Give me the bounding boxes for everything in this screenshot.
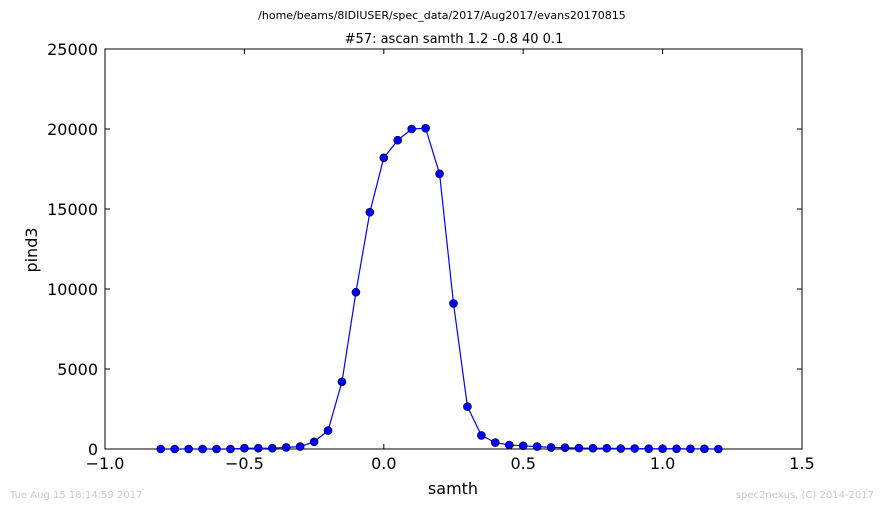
y-axis: 0 5000 10000 15000 20000 25000 bbox=[47, 40, 802, 459]
y-tick-label: 15000 bbox=[47, 200, 98, 219]
file-path-title: /home/beams/8IDIUSER/spec_data/2017/Aug2… bbox=[258, 9, 626, 22]
data-point bbox=[504, 440, 514, 450]
data-point bbox=[407, 124, 416, 134]
data-point bbox=[212, 444, 221, 454]
credit: spec2nexus, (C) 2014-2017 bbox=[736, 490, 874, 501]
data-point bbox=[532, 442, 542, 451]
data-point bbox=[644, 444, 653, 453]
data-point bbox=[240, 443, 249, 453]
data-point bbox=[323, 426, 333, 435]
data-point bbox=[309, 437, 319, 447]
data-point bbox=[686, 444, 695, 454]
x-axis-label: samth bbox=[428, 479, 478, 498]
x-tick-label: −1.0 bbox=[86, 454, 125, 473]
data-point bbox=[337, 377, 347, 387]
data-point bbox=[602, 443, 612, 453]
x-tick-label: 0.0 bbox=[371, 454, 396, 473]
data-point bbox=[616, 444, 626, 453]
data-point bbox=[184, 444, 193, 454]
chart-title: #57: ascan samth 1.2 -0.8 40 0.1 bbox=[345, 32, 564, 47]
y-tick-label: 10000 bbox=[47, 280, 98, 299]
data-point bbox=[365, 207, 375, 217]
x-tick-label: −0.5 bbox=[225, 454, 264, 473]
data-series bbox=[156, 123, 723, 454]
data-point bbox=[226, 444, 235, 454]
data-point bbox=[379, 153, 389, 163]
data-point bbox=[254, 443, 263, 453]
data-point bbox=[630, 444, 640, 453]
data-point bbox=[421, 123, 430, 133]
y-tick-label: 5000 bbox=[57, 360, 98, 379]
data-point bbox=[672, 444, 681, 454]
data-point bbox=[518, 441, 528, 451]
data-point bbox=[449, 299, 458, 308]
x-tick-label: 1.0 bbox=[650, 454, 675, 473]
x-tick-label: 0.5 bbox=[510, 454, 535, 473]
x-tick-label: 1.5 bbox=[789, 454, 814, 473]
data-point bbox=[435, 169, 444, 179]
y-tick-label: 20000 bbox=[47, 120, 98, 139]
data-point bbox=[295, 442, 305, 451]
data-point bbox=[700, 444, 709, 454]
data-point bbox=[351, 287, 361, 297]
data-point bbox=[574, 443, 584, 453]
data-point bbox=[198, 444, 207, 454]
y-tick-label: 25000 bbox=[47, 40, 98, 59]
y-axis-label: pind3 bbox=[22, 227, 41, 272]
plot-area bbox=[104, 48, 803, 450]
data-point bbox=[714, 444, 723, 454]
data-point bbox=[588, 443, 598, 453]
data-point bbox=[170, 444, 179, 454]
data-point bbox=[156, 444, 166, 454]
data-point bbox=[658, 444, 667, 453]
data-point bbox=[477, 431, 486, 440]
data-point bbox=[491, 438, 500, 447]
data-point bbox=[463, 402, 472, 411]
data-point bbox=[267, 443, 277, 453]
data-point bbox=[281, 443, 291, 452]
timestamp: Tue Aug 15 18:14:59 2017 bbox=[9, 490, 142, 501]
data-point bbox=[393, 135, 403, 145]
data-point bbox=[546, 443, 556, 452]
data-point bbox=[560, 443, 570, 453]
x-axis: −1.0 −0.5 0.0 0.5 1.0 1.5 bbox=[86, 49, 815, 473]
y-tick-label: 0 bbox=[88, 440, 98, 459]
